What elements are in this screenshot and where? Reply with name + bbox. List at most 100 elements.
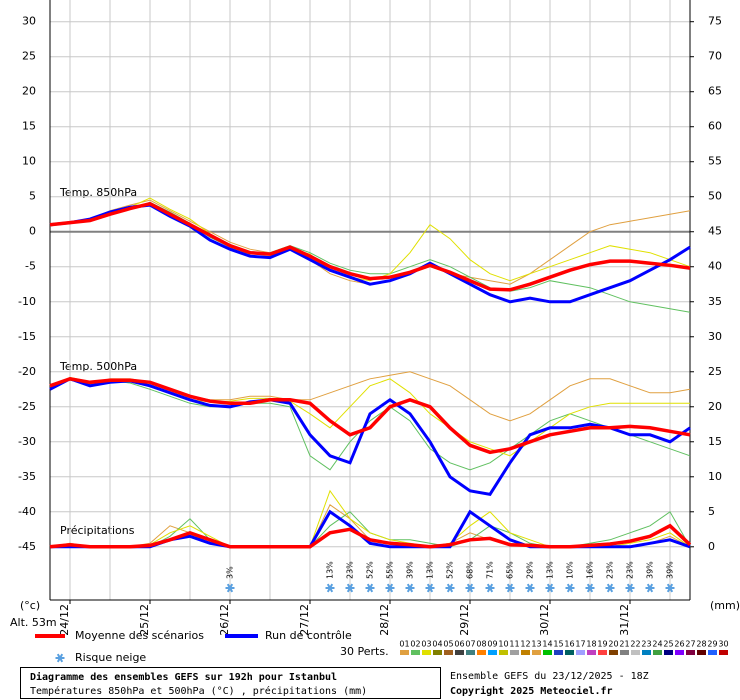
control-line <box>49 377 691 496</box>
snow-risk-icon <box>545 583 555 593</box>
snow-risk-label: 16% <box>586 561 595 579</box>
legend-pert-swatch <box>587 650 596 655</box>
snow-risk-icon <box>485 583 495 593</box>
snow-risk-label: 13% <box>546 561 555 579</box>
legend-pert-label: 25 <box>663 640 673 649</box>
legend-pert-label: 10 <box>498 640 508 649</box>
snow-risk-icon <box>565 583 575 593</box>
snow-risk-label: 52% <box>366 561 375 579</box>
mean-line <box>49 523 692 549</box>
legend-pert-label: 06 <box>454 640 464 649</box>
snow-risk-label: 39% <box>666 561 675 579</box>
y-tick-label: 20 <box>22 85 36 98</box>
snow-risk-icon <box>365 583 375 593</box>
y2-tick-label: 10 <box>708 470 722 483</box>
y2-tick-label: 60 <box>708 120 722 133</box>
legend-pert-label: 14 <box>542 640 552 649</box>
snow-risk-icon <box>625 583 635 593</box>
y2-tick-label: 5 <box>708 505 715 518</box>
x-tick-label: 27/12 <box>298 604 311 636</box>
y-tick-label: -25 <box>18 400 36 413</box>
y-tick-label: 15 <box>22 120 36 133</box>
y-tick-label: -30 <box>18 435 36 448</box>
y-tick-label: -5 <box>25 260 36 273</box>
member-line <box>49 197 691 282</box>
y-tick-label: 5 <box>29 190 36 203</box>
snowflake-arm <box>226 583 234 593</box>
snow-risk-label: 55% <box>386 561 395 579</box>
snow-risk-label: 13% <box>426 561 435 579</box>
snowflake-arm <box>466 583 474 593</box>
legend-pert-swatch <box>411 650 420 655</box>
legend-pert-label: 22 <box>630 640 640 649</box>
y-tick-label: -45 <box>18 540 36 553</box>
snow-risk-icon <box>525 583 535 593</box>
x-tick-label: 26/12 <box>218 604 231 636</box>
snow-risk-icon <box>445 583 455 593</box>
legend-pert-swatch <box>598 650 607 655</box>
legend-pert-label: 03 <box>421 640 431 649</box>
footer-title: Diagramme des ensembles GEFS sur 192h po… <box>30 671 337 683</box>
y2-tick-label: 15 <box>708 435 722 448</box>
snow-risk-label: 23% <box>346 561 355 579</box>
legend-pert-label: 20 <box>608 640 618 649</box>
snowflake-arm <box>486 583 494 593</box>
snowflake-arm <box>526 583 534 593</box>
legend-pert-swatch <box>664 650 673 655</box>
snow-risk-label: 52% <box>446 561 455 579</box>
y2-tick-label: 45 <box>708 225 722 238</box>
legend-pert-swatch <box>576 650 585 655</box>
y2-tick-label: 20 <box>708 400 722 413</box>
x-tick-label: 31/12 <box>618 604 631 636</box>
mean-line <box>49 201 691 292</box>
y2-tick-label: 0 <box>708 540 715 553</box>
snow-risk-icon <box>385 583 395 593</box>
legend-pert-swatch <box>532 650 541 655</box>
snow-risk-label: 39% <box>646 561 655 579</box>
footer-box <box>20 667 441 699</box>
altitude: Alt. 53m <box>10 616 57 629</box>
y2-tick-label: 35 <box>708 295 722 308</box>
legend-pert-label: 26 <box>674 640 684 649</box>
snowflake-arm <box>426 583 434 593</box>
snowflake-arm <box>586 583 594 593</box>
legend-pert-label: 17 <box>575 640 585 649</box>
legend-pert-swatch <box>400 650 409 655</box>
legend-pert-label: 15 <box>553 640 563 649</box>
legend-pert-swatch <box>719 650 728 655</box>
legend-pert-label: 12 <box>520 640 530 649</box>
legend-pert-swatch <box>642 650 651 655</box>
y2-tick-label: 50 <box>708 190 722 203</box>
snow-risk-icon <box>405 583 415 593</box>
member-line <box>49 201 691 313</box>
y2-tick-label: 55 <box>708 155 722 168</box>
snowflake-arm <box>606 583 614 593</box>
y-tick-label: 30 <box>22 15 36 28</box>
snowflake-arm <box>506 583 514 593</box>
control-line <box>49 203 691 304</box>
snowflake-arm <box>386 583 394 593</box>
x-tick-label: 29/12 <box>458 604 471 636</box>
y2-tick-label: 70 <box>708 50 722 63</box>
legend-pert-swatch <box>422 650 431 655</box>
x-tick-label: 25/12 <box>138 604 151 636</box>
y-tick-label: 25 <box>22 50 36 63</box>
legend-pert-swatch <box>554 650 563 655</box>
legend-pert-label: 05 <box>443 640 453 649</box>
snow-risk-label: 68% <box>466 561 475 579</box>
y-unit: (°c) <box>20 599 40 612</box>
legend-pert-label: 30 <box>718 640 728 649</box>
snowflake-arm <box>546 583 554 593</box>
snow-risk-label: 71% <box>486 561 495 579</box>
snow-risk-label: 23% <box>626 561 635 579</box>
snow-risk-label: 39% <box>406 561 415 579</box>
snowflake-arm <box>446 583 454 593</box>
footer-copyright: Copyright 2025 Meteociel.fr <box>450 685 613 697</box>
legend-pert-swatch <box>631 650 640 655</box>
member-line <box>49 378 691 471</box>
y2-unit: (mm) <box>710 599 740 612</box>
legend-pert-swatch <box>455 650 464 655</box>
legend-pert-label: 28 <box>696 640 706 649</box>
legend-pert-label: 23 <box>641 640 651 649</box>
